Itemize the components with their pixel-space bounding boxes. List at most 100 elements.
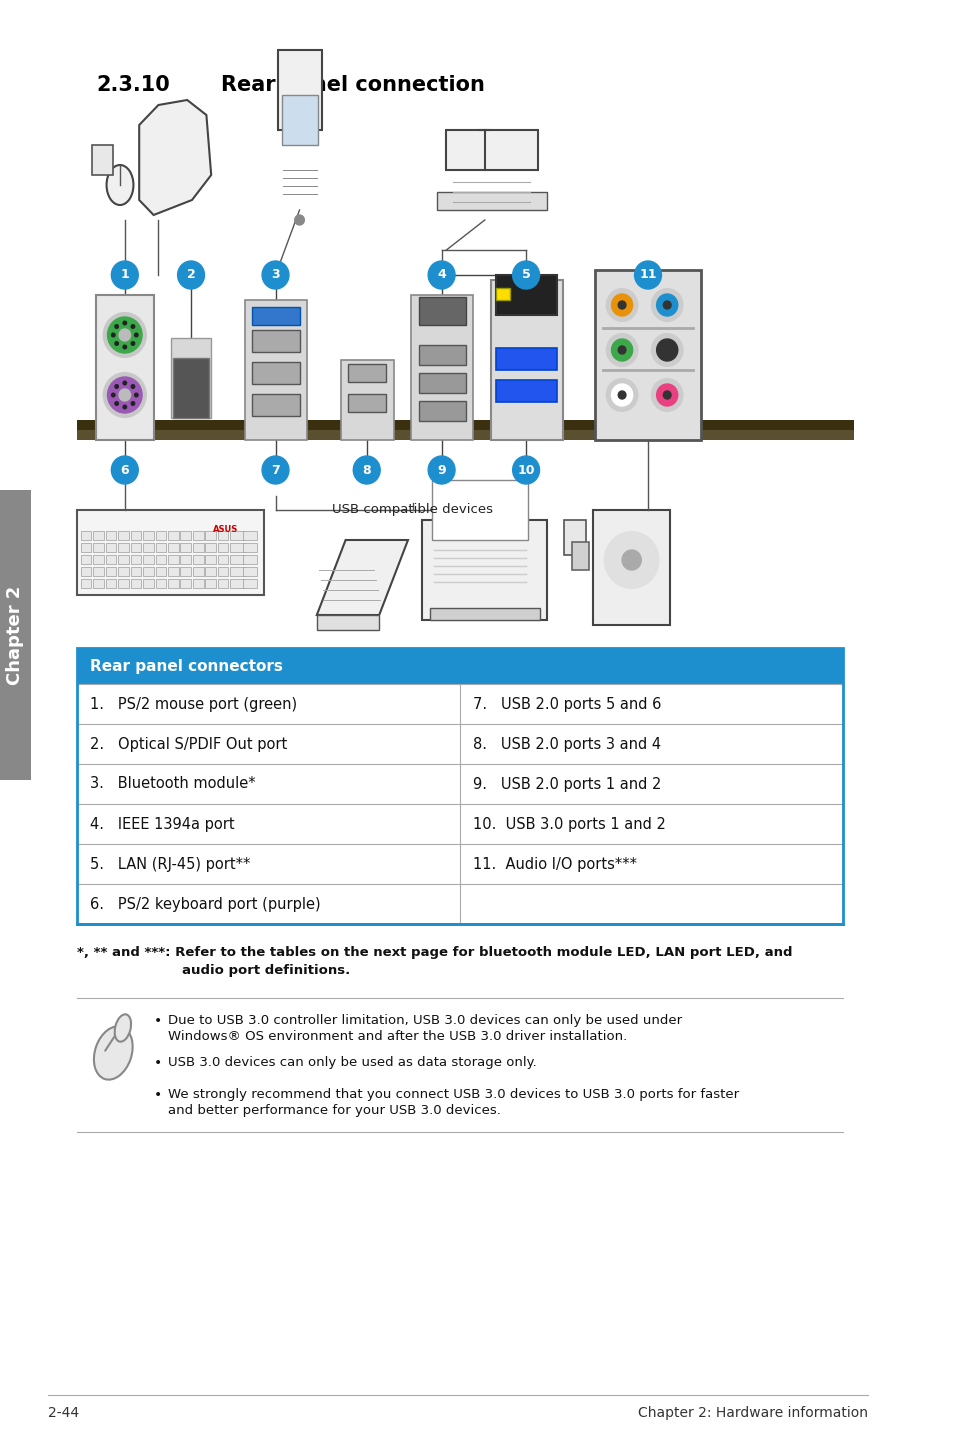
Text: Rear panel connection: Rear panel connection xyxy=(220,75,484,95)
Text: 1: 1 xyxy=(120,269,129,282)
Bar xyxy=(81,580,91,588)
Text: 10: 10 xyxy=(517,463,535,476)
Bar xyxy=(348,364,386,383)
Bar xyxy=(564,521,585,555)
Bar xyxy=(243,555,257,564)
Bar xyxy=(168,567,178,577)
Bar xyxy=(205,567,215,577)
Circle shape xyxy=(262,456,289,485)
Bar xyxy=(231,555,245,564)
Bar xyxy=(282,95,317,145)
Bar xyxy=(77,420,854,430)
Bar xyxy=(231,544,245,552)
Bar xyxy=(193,544,203,552)
Bar xyxy=(243,544,257,552)
Circle shape xyxy=(662,347,670,354)
Text: 2.3.10: 2.3.10 xyxy=(96,75,170,95)
Bar xyxy=(316,615,378,630)
Circle shape xyxy=(119,390,131,401)
Bar xyxy=(205,531,215,541)
Circle shape xyxy=(294,216,304,224)
Circle shape xyxy=(606,380,637,411)
Bar xyxy=(172,358,209,418)
Circle shape xyxy=(634,262,660,289)
Bar xyxy=(436,193,547,210)
Bar xyxy=(81,544,91,552)
Bar xyxy=(77,649,842,684)
Bar xyxy=(180,580,191,588)
Bar xyxy=(118,567,129,577)
Bar xyxy=(217,580,228,588)
Text: and better performance for your USB 3.0 devices.: and better performance for your USB 3.0 … xyxy=(168,1104,500,1117)
Bar xyxy=(118,544,129,552)
Bar xyxy=(418,345,465,365)
Bar xyxy=(490,280,562,440)
Circle shape xyxy=(656,339,677,361)
Circle shape xyxy=(108,377,142,413)
Bar xyxy=(143,544,153,552)
Bar xyxy=(217,567,228,577)
Bar xyxy=(418,401,465,421)
Bar xyxy=(205,555,215,564)
Bar xyxy=(77,510,264,595)
Bar xyxy=(193,580,203,588)
Text: 3: 3 xyxy=(271,269,279,282)
Bar xyxy=(243,580,257,588)
Bar xyxy=(93,531,104,541)
Circle shape xyxy=(656,384,677,406)
Bar xyxy=(348,394,386,413)
Bar xyxy=(205,544,215,552)
Text: We strongly recommend that you connect USB 3.0 devices to USB 3.0 ports for fast: We strongly recommend that you connect U… xyxy=(168,1089,739,1102)
Circle shape xyxy=(656,293,677,316)
Text: 6.   PS/2 keyboard port (purple): 6. PS/2 keyboard port (purple) xyxy=(91,896,320,912)
Circle shape xyxy=(132,342,134,345)
Text: audio port definitions.: audio port definitions. xyxy=(182,963,351,976)
Bar xyxy=(245,301,307,440)
Text: Windows® OS environment and after the USB 3.0 driver installation.: Windows® OS environment and after the US… xyxy=(168,1030,626,1043)
Polygon shape xyxy=(316,541,408,615)
Text: 2: 2 xyxy=(187,269,195,282)
Text: 5.   LAN (RJ-45) port**: 5. LAN (RJ-45) port** xyxy=(91,857,251,871)
Bar xyxy=(106,555,116,564)
Bar xyxy=(496,275,557,315)
Circle shape xyxy=(123,406,127,408)
Circle shape xyxy=(114,401,118,406)
Text: 3.   Bluetooth module*: 3. Bluetooth module* xyxy=(91,777,255,791)
Circle shape xyxy=(134,334,138,336)
Bar xyxy=(106,567,116,577)
Circle shape xyxy=(611,384,632,406)
Ellipse shape xyxy=(107,165,133,206)
Bar xyxy=(77,649,842,925)
Bar xyxy=(143,555,153,564)
Text: 4: 4 xyxy=(436,269,445,282)
Bar xyxy=(180,567,191,577)
Bar xyxy=(253,306,299,325)
Text: *, ** and ***: Refer to the tables on the next page for bluetooth module LED, LA: *, ** and ***: Refer to the tables on th… xyxy=(77,946,792,959)
Ellipse shape xyxy=(93,1027,132,1080)
Circle shape xyxy=(114,342,118,345)
Circle shape xyxy=(618,347,625,354)
Bar xyxy=(231,580,245,588)
Circle shape xyxy=(618,301,625,309)
Bar xyxy=(432,480,527,541)
Text: Chapter 2: Hardware information: Chapter 2: Hardware information xyxy=(638,1406,867,1419)
Bar xyxy=(253,329,299,352)
Bar xyxy=(171,338,211,418)
Bar xyxy=(253,362,299,384)
Circle shape xyxy=(112,456,138,485)
Bar xyxy=(193,567,203,577)
Bar xyxy=(0,490,30,779)
Text: 10.  USB 3.0 ports 1 and 2: 10. USB 3.0 ports 1 and 2 xyxy=(473,817,665,831)
Bar xyxy=(496,348,557,370)
Bar xyxy=(231,531,245,541)
Circle shape xyxy=(104,313,146,357)
Bar xyxy=(253,394,299,416)
Text: ASUS: ASUS xyxy=(213,525,238,533)
Bar xyxy=(131,567,141,577)
Bar xyxy=(193,531,203,541)
Circle shape xyxy=(112,393,115,397)
Bar xyxy=(593,510,669,626)
Bar xyxy=(418,298,465,325)
Text: 9.   USB 2.0 ports 1 and 2: 9. USB 2.0 ports 1 and 2 xyxy=(473,777,661,791)
Text: Rear panel connectors: Rear panel connectors xyxy=(91,659,283,673)
